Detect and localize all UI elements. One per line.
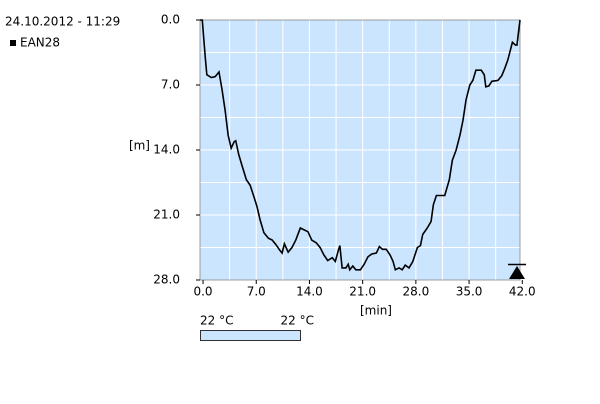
y-tick-label: 14.0 [153, 143, 180, 157]
y-tick-label: 0.0 [161, 13, 180, 27]
y-tick-label: 7.0 [161, 78, 180, 92]
y-tick-label: 21.0 [153, 208, 180, 222]
x-tick-label: 42.0 [509, 285, 536, 299]
x-tick-label: 35.0 [456, 285, 483, 299]
x-tick-label: 0.0 [193, 285, 212, 299]
max-depth-marker [509, 266, 525, 279]
temp-left: 22 °C [200, 314, 233, 328]
x-tick-label: 21.0 [349, 285, 376, 299]
x-axis-label: [min] [360, 304, 392, 318]
series-line [200, 19, 521, 272]
x-tick-label: 28.0 [403, 285, 430, 299]
temp-right: 22 °C [281, 314, 314, 328]
temp-bar [200, 330, 301, 341]
legend-swatch [10, 40, 16, 46]
legend-label: EAN28 [20, 36, 60, 50]
y-tick-label: 28.0 [153, 273, 180, 287]
timestamp: 24.10.2012 - 11:29 [5, 15, 120, 29]
x-tick-label: 7.0 [247, 285, 266, 299]
x-tick-label: 14.0 [296, 285, 323, 299]
y-axis-label: [m] [129, 139, 150, 153]
